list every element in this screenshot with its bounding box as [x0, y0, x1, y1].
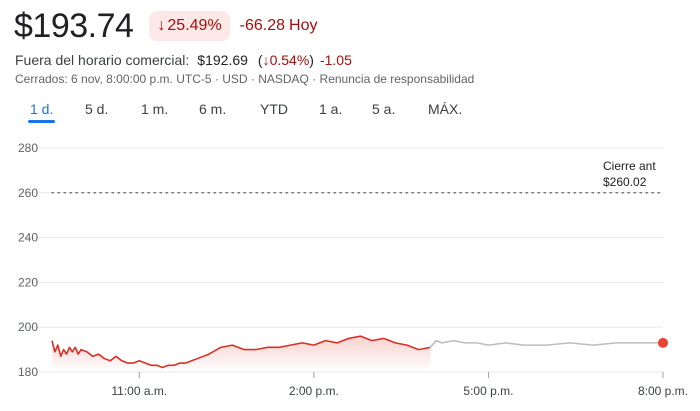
after-hours-percent-value: 0.54% [269, 52, 310, 68]
range-tab-6[interactable]: 5 a. [372, 101, 396, 117]
last-price-dot [658, 337, 668, 348]
regular-session-line [51, 335, 431, 369]
previous-close-value: $260.02 [603, 175, 647, 189]
x-tick-label-11: 11:00 a.m. [111, 384, 167, 398]
after-hours-price: $192.69 [197, 52, 248, 68]
y-tick-label-280: 280 [18, 141, 38, 155]
y-tick-label-180: 180 [18, 365, 38, 379]
change-percent-badge: ↓ 25.49% [149, 11, 230, 41]
after-hours-label: Fuera del horario comercial: [15, 52, 190, 68]
market-status-disclaimer: Cerrados: 6 nov, 8:00:00 p.m. UTC-5 · US… [15, 72, 475, 86]
change-absolute: -66.28 [239, 17, 286, 34]
range-tab-7[interactable]: MÁX. [428, 101, 463, 117]
range-tab-1[interactable]: 5 d. [85, 101, 109, 117]
previous-close-label: Cierre ant [603, 159, 656, 173]
after-hours-row: Fuera del horario comercial: $192.69 (↓0… [15, 52, 352, 68]
regular-session-area [52, 336, 431, 372]
y-tick-label-260: 260 [18, 186, 38, 200]
after-hours-absolute: -1.05 [319, 52, 352, 68]
period-label: Hoy [289, 17, 318, 34]
range-tab-5[interactable]: 1 a. [319, 101, 343, 117]
x-tick-label-20: 8:00 p.m. [638, 384, 688, 398]
range-tab-2[interactable]: 1 m. [141, 101, 169, 117]
after-hours-line [429, 339, 663, 348]
y-tick-label-240: 240 [18, 231, 38, 245]
range-tab-4[interactable]: YTD [260, 101, 288, 117]
y-tick-label-220: 220 [18, 275, 38, 289]
after-hours-percent: (↓0.54%) [258, 52, 314, 68]
x-tick-label-14: 2:00 p.m. [289, 384, 339, 398]
change-percent: 25.49% [167, 17, 222, 34]
arrow-down-icon: ↓ [262, 52, 270, 68]
arrow-down-icon: ↓ [157, 17, 166, 34]
quote-header: $193.74 ↓ 25.49% -66.28 Hoy [14, 4, 318, 48]
y-tick-label-200: 200 [18, 320, 38, 334]
after-hours-paren-close: ) [309, 52, 314, 68]
current-price: $193.74 [14, 7, 134, 45]
range-tab-3[interactable]: 6 m. [199, 101, 227, 117]
change-absolute-group: -66.28 Hoy [240, 17, 318, 35]
after-hours-paren-open: ( [257, 52, 263, 68]
x-tick-label-17: 5:00 p.m. [463, 384, 513, 398]
range-tab-0[interactable]: 1 d. [27, 99, 56, 123]
